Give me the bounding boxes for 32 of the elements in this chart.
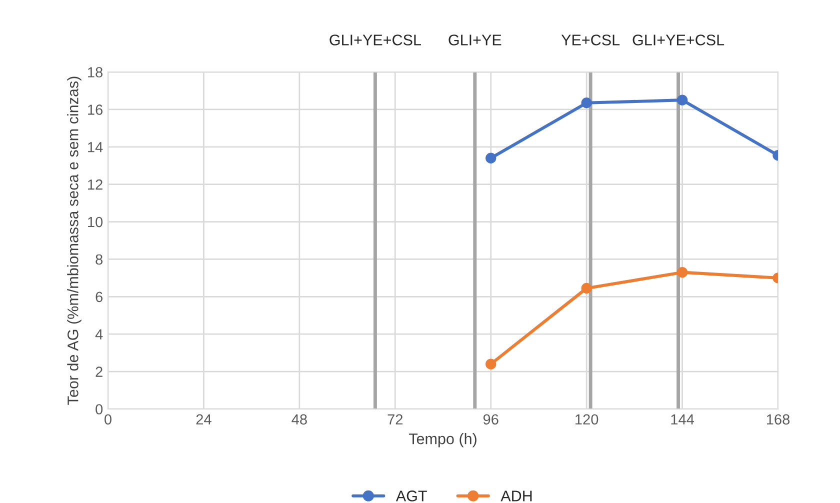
x-tick-label: 144: [671, 414, 694, 424]
point: [581, 98, 592, 108]
point: [486, 152, 496, 164]
point: [486, 358, 496, 370]
y-tick-label: 8: [96, 254, 103, 265]
y-tick-label: 6: [96, 292, 102, 302]
x-tick-label: 168: [766, 414, 790, 425]
x-tick-label: 120: [576, 414, 598, 425]
x-tick-label: 72: [388, 414, 403, 424]
ref-line-label: GLI+YE+CSL: [632, 34, 724, 46]
x-tick-label: 48: [292, 414, 307, 425]
ref-line-label: GLI+YE: [448, 34, 502, 46]
point: [581, 282, 592, 294]
y-tick-label: 18: [88, 67, 103, 78]
point: [676, 94, 688, 106]
ref-line-label: YE+CSL: [561, 34, 620, 46]
legend-label: ADH: [500, 490, 532, 502]
ref-line-label: GLI+YE+CSL: [330, 34, 421, 46]
y-tick-label: 14: [88, 142, 103, 152]
y-tick-label: 4: [95, 329, 103, 340]
x-tick-label: 0: [104, 414, 112, 425]
y-axis-title: Teor de AG (%m/mbiomassa seca e sem cinzas): [67, 76, 82, 405]
x-tick-label: 24: [196, 414, 212, 424]
point: [676, 266, 688, 278]
y-tick-label: 10: [88, 216, 103, 228]
y-tick-label: 2: [96, 366, 102, 377]
legend-label: AGT: [396, 490, 427, 502]
y-tick-label: 0: [96, 404, 103, 414]
x-tick-label: 96: [483, 414, 498, 425]
y-tick-label: 12: [88, 179, 102, 190]
x-axis-title: Tempo (h): [408, 433, 476, 448]
y-tick-label: 16: [88, 104, 102, 115]
